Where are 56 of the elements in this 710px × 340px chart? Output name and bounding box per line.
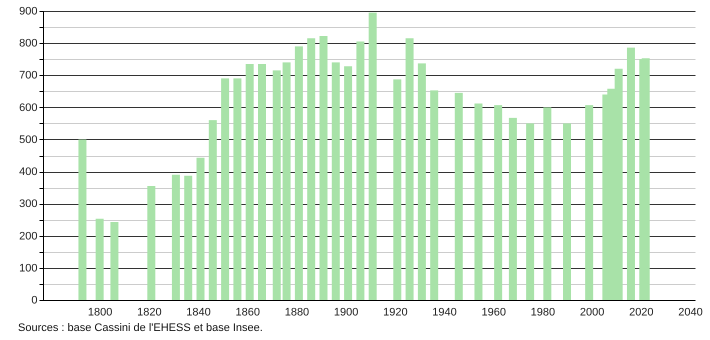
bar [184,176,192,300]
y-tick-label: 900 [19,6,38,18]
bar [78,139,86,300]
bar [356,42,364,300]
bar [626,48,635,300]
bar [246,64,254,300]
bar [563,123,572,300]
x-tick-label: 1800 [88,306,112,318]
bar [96,218,104,300]
bar [418,63,426,300]
bar [406,38,414,300]
x-tick-label: 1920 [383,306,408,318]
x-tick-label: 1840 [186,306,211,318]
y-tick-label: 400 [19,166,38,178]
bar [110,222,118,300]
bar [585,105,594,300]
y-tick-label: 700 [19,70,38,82]
bar [147,186,156,300]
x-tick-label: 2040 [678,306,703,318]
bar [474,103,482,300]
bar [319,36,328,300]
x-tick-label: 1880 [284,306,310,318]
y-tick-label: 800 [19,38,38,50]
bar [430,90,438,300]
y-tick-label: 100 [19,262,38,274]
bar [508,118,517,300]
x-tick-label: 1900 [334,306,358,318]
bar [393,79,402,300]
bar [221,78,230,300]
x-tick-label: 1820 [137,306,162,318]
x-tick-label: 1960 [481,306,506,318]
bar [307,38,316,300]
bar [294,46,303,300]
bar [368,12,377,300]
bar [258,64,266,300]
bar [196,158,205,300]
bar [233,78,242,300]
bar [172,174,180,300]
y-tick-label: 200 [19,230,38,242]
bar [543,107,552,300]
x-tick-label: 1860 [236,306,260,318]
y-tick-label: 600 [19,102,38,114]
x-tick-label: 1980 [530,306,556,318]
x-tick-label: 2020 [629,306,654,318]
source-note: Sources : base Cassini de l'EHESS et base Insee. [18,322,263,334]
bar [344,66,352,300]
bar [208,120,217,300]
bar [526,123,534,300]
bar [332,62,340,300]
bar [454,92,463,300]
y-tick-label: 0 [31,294,38,306]
x-tick-label: 2000 [580,306,604,318]
x-tick-label: 1940 [432,306,457,318]
y-tick-label: 300 [19,198,38,210]
y-tick-label: 500 [19,134,38,146]
bar [494,105,502,300]
